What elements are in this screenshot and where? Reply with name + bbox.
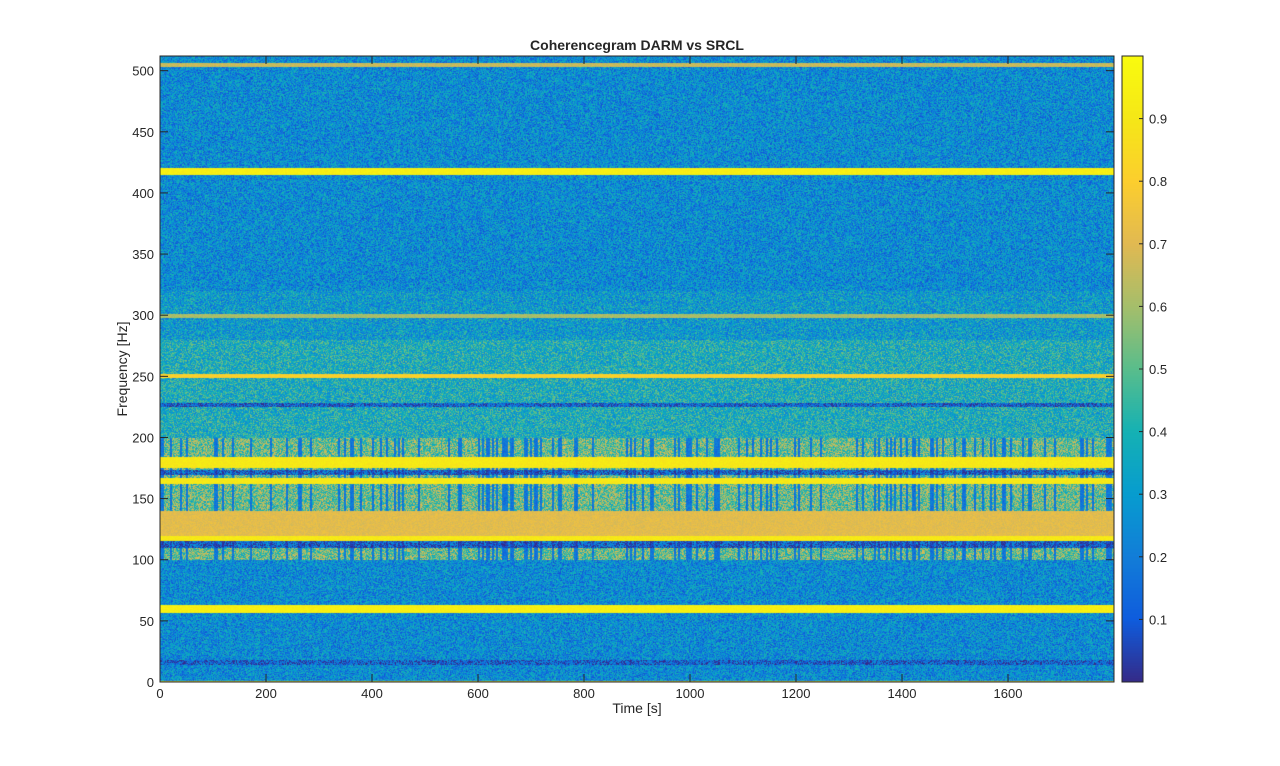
- colorbar-tick-label: 0.4: [1149, 425, 1167, 440]
- x-tick-label: 1400: [888, 686, 917, 701]
- y-tick-label: 400: [132, 186, 154, 201]
- colorbar: [1122, 56, 1143, 682]
- y-tick-label: 100: [132, 553, 154, 568]
- y-tick-label: 50: [140, 614, 154, 629]
- y-tick-label: 150: [132, 492, 154, 507]
- x-tick-label: 200: [255, 686, 277, 701]
- y-tick-label: 250: [132, 369, 154, 384]
- colorbar-tick-label: 0.1: [1149, 612, 1167, 627]
- y-tick-label: 0: [147, 675, 154, 690]
- x-tick-label: 0: [156, 686, 163, 701]
- plot-border: [159, 55, 1115, 683]
- y-tick-label: 500: [132, 64, 154, 79]
- colorbar-ticks: 0.1 0.2 0.3 0.4 0.5 0.6 0.7 0.8 0.9: [1139, 112, 1167, 627]
- y-tick-label: 300: [132, 308, 154, 323]
- x-axis-ticks: 0 200 400 600 800 1000 1200 1400 1600: [156, 56, 1022, 701]
- colorbar-tick-label: 0.8: [1149, 174, 1167, 189]
- colorbar-tick-label: 0.7: [1149, 237, 1167, 252]
- colorbar-tick-label: 0.2: [1149, 550, 1167, 565]
- x-tick-label: 600: [467, 686, 489, 701]
- colorbar-tick-label: 0.9: [1149, 112, 1167, 127]
- x-tick-label: 400: [361, 686, 383, 701]
- y-tick-label: 200: [132, 430, 154, 445]
- coherence-heatmap: [160, 56, 1114, 682]
- chart-title: Coherencegram DARM vs SRCL: [530, 37, 744, 53]
- x-axis-label: Time [s]: [612, 700, 661, 716]
- x-tick-label: 800: [573, 686, 595, 701]
- x-tick-label: 1000: [676, 686, 705, 701]
- y-axis-ticks: 0 50 100 150 200 250 300 350 400 450 500: [132, 64, 1114, 690]
- y-axis-label: Frequency [Hz]: [114, 322, 130, 417]
- heatmap-area: [160, 56, 1114, 682]
- y-tick-label: 450: [132, 125, 154, 140]
- colorbar-tick-label: 0.3: [1149, 487, 1167, 502]
- colorbar-tick-label: 0.5: [1149, 362, 1167, 377]
- colorbar-border: [1121, 55, 1144, 683]
- y-tick-label: 350: [132, 247, 154, 262]
- colorbar-gradient: [1122, 56, 1143, 682]
- x-tick-label: 1600: [994, 686, 1023, 701]
- colorbar-tick-label: 0.6: [1149, 299, 1167, 314]
- x-tick-label: 1200: [782, 686, 811, 701]
